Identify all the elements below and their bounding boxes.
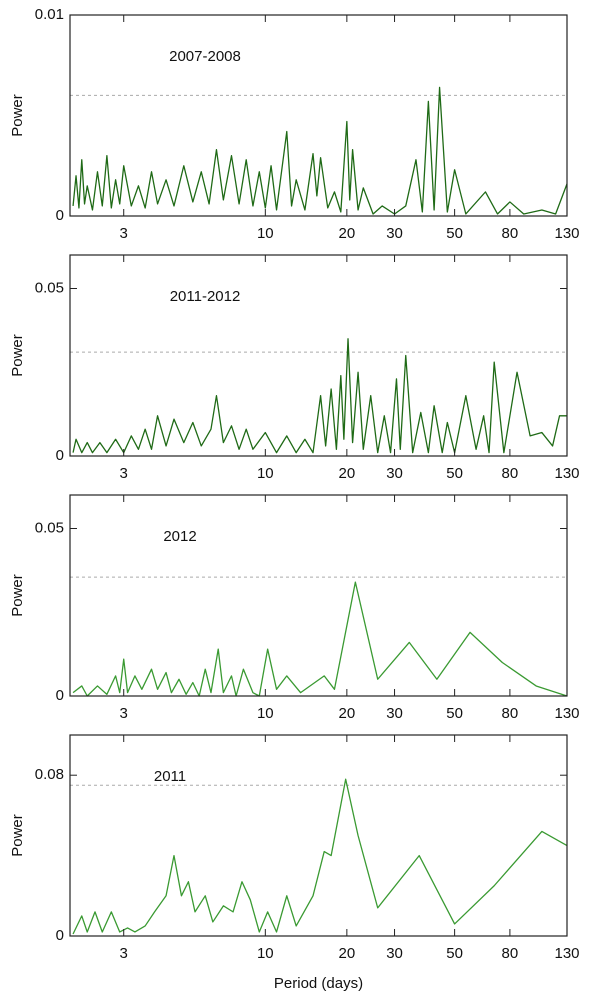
x-tick-label: 50 [446,945,463,962]
x-tick-label: 20 [339,225,356,242]
x-tick-label: 30 [386,465,403,482]
x-tick-label: 50 [446,225,463,242]
x-tick-label: 20 [339,465,356,482]
periodogram-line [72,338,567,454]
x-tick-label: 80 [502,465,519,482]
x-tick-label: 3 [120,465,128,482]
x-tick-label: 30 [386,705,403,722]
periodogram-line [72,581,568,697]
panel-label: 2011 [154,768,186,785]
plot-frame [69,494,568,697]
y-tick-label: 0.05 [35,519,64,536]
x-tick-label: 10 [257,465,274,482]
plot-frame [69,734,568,937]
y-axis-label: Power [9,814,26,857]
x-tick-label: 3 [120,945,128,962]
x-tick-label: 80 [502,945,519,962]
panel-label: 2007-2008 [169,48,241,65]
y-tick-label: 0 [56,687,64,704]
y-tick-label: 0.08 [35,766,64,783]
periodogram-line [72,86,568,215]
panel-label: 2011-2012 [170,288,241,305]
plot-frame [69,14,568,217]
x-tick-label: 130 [554,705,579,722]
x-tick-label: 80 [502,705,519,722]
x-tick-label: 50 [446,465,463,482]
y-tick-label: 0 [56,927,64,944]
x-tick-label: 10 [257,945,274,962]
x-tick-label: 130 [554,465,579,482]
x-tick-label: 130 [554,225,579,242]
x-tick-label: 20 [339,705,356,722]
y-tick-label: 0.05 [35,279,64,296]
y-tick-label: 0 [56,207,64,224]
x-tick-label: 10 [257,705,274,722]
x-tick-label: 20 [339,945,356,962]
x-tick-label: 30 [386,945,403,962]
panel-label: 2012 [163,528,196,545]
x-tick-label: 80 [502,225,519,242]
y-axis-label: Power [9,334,26,377]
x-tick-label: 50 [446,705,463,722]
x-tick-label: 3 [120,705,128,722]
y-axis-label: Power [9,94,26,137]
y-tick-label: 0.01 [35,6,64,23]
x-axis-label: Period (days) [274,975,363,992]
x-tick-label: 3 [120,225,128,242]
y-axis-label: Power [9,574,26,617]
x-tick-label: 10 [257,225,274,242]
x-tick-label: 30 [386,225,403,242]
plot-frame [69,254,568,457]
x-tick-label: 130 [554,945,579,962]
periodogram-line [72,778,568,935]
y-tick-label: 0 [56,447,64,464]
